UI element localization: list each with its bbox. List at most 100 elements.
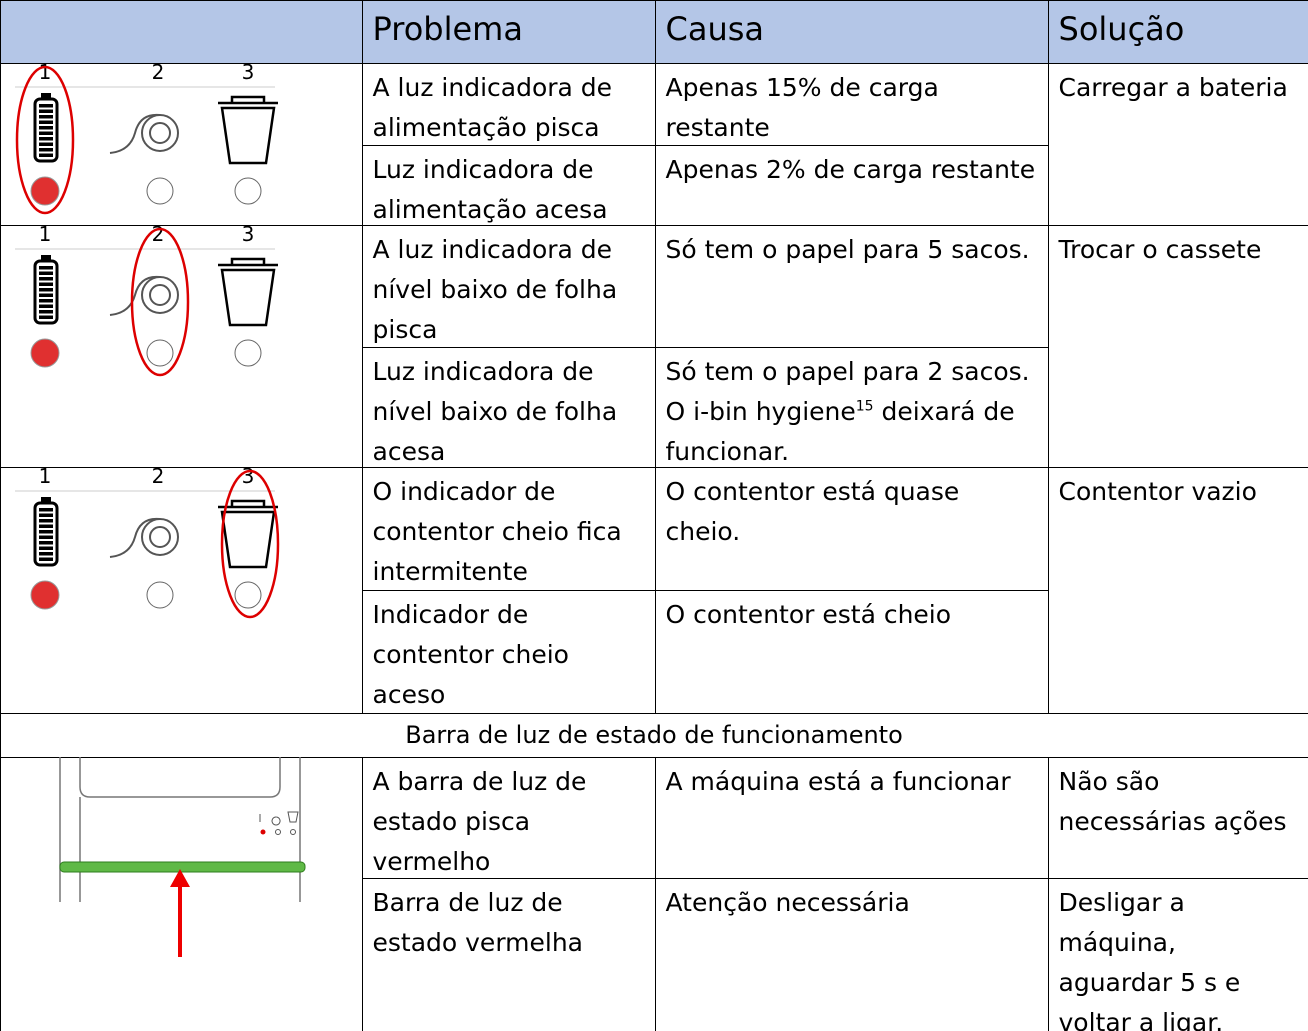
cause-cell: O contentor está quase cheio.	[654, 466, 1049, 591]
indicator-number: 2	[152, 467, 165, 488]
roll-paper	[109, 113, 161, 154]
roll-icon	[141, 114, 179, 152]
battery-bar	[39, 115, 53, 119]
header-cell: Causa	[654, 0, 1049, 64]
battery-bar	[39, 293, 53, 297]
indicator-number: 3	[242, 225, 255, 246]
battery-bar	[39, 519, 53, 523]
battery-bar	[39, 535, 53, 539]
indicator-light	[30, 338, 60, 368]
mini-light	[260, 829, 266, 835]
cause-cell: Apenas 15% de carga restante	[654, 62, 1049, 146]
battery-bar	[39, 126, 53, 130]
bin-icon	[218, 499, 278, 569]
problem-cell: A luz indicadora de alimentação pisca	[361, 62, 656, 146]
roll-core	[149, 526, 171, 548]
battery-bar	[39, 282, 53, 286]
status-bar-illustration	[59, 757, 306, 957]
cause-cell: O contentor está cheio	[654, 589, 1049, 714]
problem-cell: O indicador de contentor cheio fica inte…	[361, 466, 656, 591]
cause-cell: Só tem o papel para 5 sacos.	[654, 224, 1049, 348]
indicator-light	[234, 339, 262, 367]
indicator-number: 2	[152, 63, 165, 84]
battery-bar	[39, 266, 53, 270]
solution-cell: Trocar o cassete	[1047, 224, 1308, 468]
battery-icon	[33, 259, 59, 325]
text: Só tem o papel para 2 sacos. O i-bin hyg…	[665, 356, 1030, 426]
roll-icon	[141, 518, 179, 556]
mini-icons	[259, 811, 299, 826]
battery-bar	[39, 530, 53, 534]
highlight-ring	[15, 65, 75, 215]
superscript: 15	[855, 398, 874, 415]
roll-paper	[109, 517, 161, 558]
battery-tip	[41, 497, 51, 503]
device-outline	[59, 757, 301, 902]
problem-cell: Luz indicadora de alimentação acesa	[361, 144, 656, 226]
text: deixará de funcionar.	[665, 396, 1015, 466]
cause-cell: A máquina está a funcionar	[654, 756, 1049, 879]
roll-core	[149, 284, 171, 306]
problem-cell: Luz indicadora de nível baixo de folha a…	[361, 346, 656, 468]
battery-bar	[39, 142, 53, 146]
battery-bar	[39, 304, 53, 308]
battery-bar	[39, 310, 53, 314]
indicator-light	[146, 177, 174, 205]
battery-tip	[41, 93, 51, 99]
highlight-ring	[130, 227, 190, 377]
problem-cell: A luz indicadora de nível baixo de folha…	[361, 224, 656, 348]
section-title: Barra de luz de estado de funcionamento	[0, 712, 1308, 758]
battery-bar	[39, 137, 53, 141]
battery-icon	[33, 501, 59, 567]
battery-bar	[39, 552, 53, 556]
mini-light	[290, 829, 296, 835]
roll-paper	[109, 275, 161, 316]
solution-cell: Desligar a máquina, aguardar 5 s e volta…	[1047, 877, 1308, 1031]
problem-cell: Indicador de contentor cheio aceso	[361, 589, 656, 714]
indicator-light	[146, 581, 174, 609]
battery-bar	[39, 508, 53, 512]
battery-bar	[39, 299, 53, 303]
cause-cell: Só tem o papel para 2 sacos. O i-bin hyg…	[654, 346, 1049, 468]
battery-bar	[39, 541, 53, 545]
battery-bar	[39, 148, 53, 152]
status-light-bar	[59, 861, 306, 873]
roll-core	[149, 122, 171, 144]
solution-cell: Carregar a bateria	[1047, 62, 1308, 226]
indicator-light	[30, 176, 60, 206]
battery-bar	[39, 524, 53, 528]
indicator-number: 1	[39, 467, 52, 488]
indicator-light	[234, 581, 262, 609]
header-cell	[0, 0, 363, 64]
bin-icon	[218, 257, 278, 327]
indicator-number: 3	[242, 63, 255, 84]
roll-icon	[141, 276, 179, 314]
battery-bar	[39, 513, 53, 517]
indicator-light	[146, 339, 174, 367]
cause-cell: Apenas 2% de carga restante	[654, 144, 1049, 226]
battery-bar	[39, 120, 53, 124]
indicator-light	[30, 580, 60, 610]
arrow-head	[170, 869, 190, 887]
indicator-number: 1	[39, 225, 52, 246]
battery-icon	[33, 97, 59, 163]
indicator-light	[234, 177, 262, 205]
header-cell: Problema	[361, 0, 656, 64]
battery-bar	[39, 315, 53, 319]
battery-bar	[39, 288, 53, 292]
header-cell: Solução	[1047, 0, 1308, 64]
battery-bar	[39, 557, 53, 561]
battery-bar	[39, 104, 53, 108]
problem-cell: Barra de luz de estado vermelha	[361, 877, 656, 1031]
battery-bar	[39, 153, 53, 157]
battery-bar	[39, 109, 53, 113]
battery-tip	[41, 255, 51, 261]
battery-bar	[39, 546, 53, 550]
battery-bar	[39, 271, 53, 275]
cause-cell: Atenção necessária	[654, 877, 1049, 1031]
problem-cell: A barra de luz de estado pisca vermelho	[361, 756, 656, 879]
